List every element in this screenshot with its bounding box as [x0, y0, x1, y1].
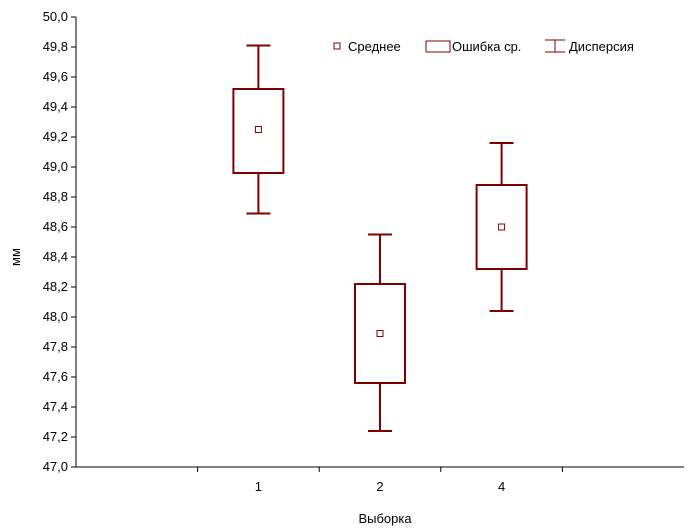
y-tick-label: 48,6 — [43, 219, 68, 234]
legend-whisker-label: Дисперсия — [569, 39, 634, 54]
y-tick-label: 47,0 — [43, 459, 68, 474]
mean-marker — [376, 330, 384, 337]
legend-mean-symbol — [333, 42, 341, 50]
y-tick-label: 49,0 — [43, 159, 68, 174]
mean-marker — [498, 223, 506, 231]
legend-mean-label: Среднее — [348, 39, 401, 54]
x-axis-ticks: 1 2 4 — [197, 467, 563, 494]
y-tick-label: 48,4 — [43, 249, 68, 264]
y-tick-label: 49,8 — [43, 39, 68, 54]
error-box — [232, 88, 285, 174]
y-tick-label: 48,8 — [43, 189, 68, 204]
mean-marker — [254, 126, 262, 133]
y-tick-label: 49,6 — [43, 69, 68, 84]
y-tick-label: 49,4 — [43, 99, 68, 114]
error-box — [354, 283, 406, 384]
x-tick-label: 1 — [255, 479, 262, 494]
x-axis-label: Выборка — [358, 511, 412, 526]
box-group-2 — [354, 233, 406, 432]
box-group-1 — [232, 44, 285, 215]
y-tick-label: 48,0 — [43, 309, 68, 324]
y-tick-label: 48,2 — [43, 279, 68, 294]
y-tick-label: 47,8 — [43, 339, 68, 354]
y-tick-label: 47,4 — [43, 399, 68, 414]
axes — [75, 17, 684, 468]
error-box — [475, 184, 528, 270]
plot-area — [232, 44, 528, 432]
y-axis-ticks: 47,0 47,2 47,4 47,6 47,8 48,0 48,2 48,4 48,6 48,8… — [43, 9, 76, 474]
legend-box-symbol — [425, 40, 451, 53]
y-tick-label: 47,6 — [43, 369, 68, 384]
x-tick-label: 4 — [498, 479, 505, 494]
box-group-4 — [475, 142, 528, 312]
legend: Среднее Ошибка ср. Дисперсия — [333, 39, 634, 54]
y-tick-label: 50,0 — [43, 9, 68, 24]
y-tick-label: 49,2 — [43, 129, 68, 144]
y-tick-label: 47,2 — [43, 429, 68, 444]
x-tick-label: 2 — [376, 479, 383, 494]
legend-box-label: Ошибка ср. — [452, 39, 521, 54]
y-axis-label: мм — [8, 248, 23, 266]
